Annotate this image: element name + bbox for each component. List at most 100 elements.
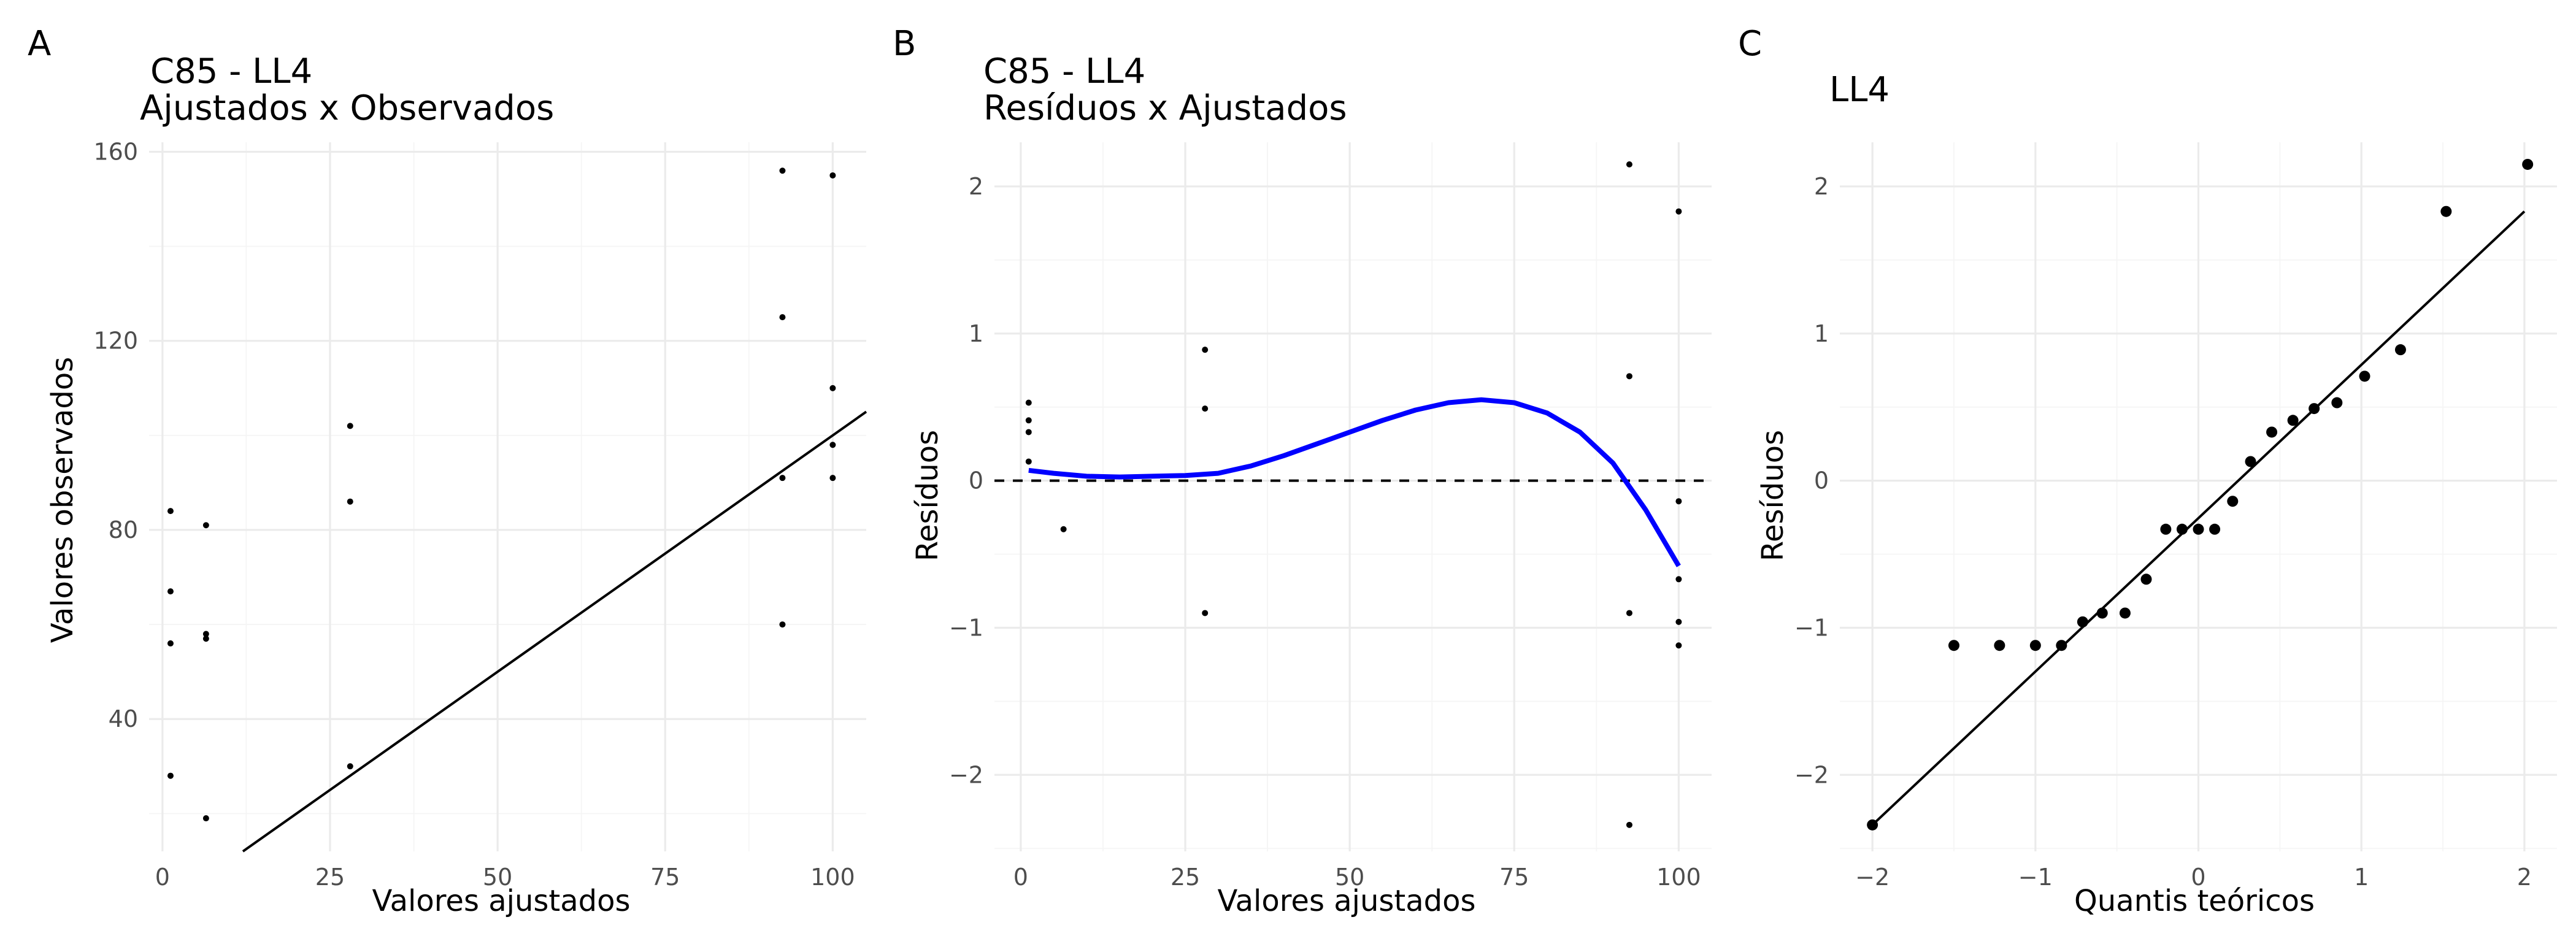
panel-b-point-12 bbox=[1675, 208, 1682, 215]
panel-b-point-8 bbox=[1626, 161, 1632, 167]
panel-b-point-13 bbox=[1675, 498, 1682, 505]
panel-b-point-6 bbox=[1202, 405, 1209, 412]
panel-c-point-12 bbox=[2209, 523, 2221, 535]
panel-a-point-18 bbox=[829, 475, 836, 482]
panel-c-point-1 bbox=[1948, 640, 1959, 651]
panel-a-y-tick-label-3: 160 bbox=[93, 138, 138, 165]
panel-c-point-20 bbox=[2394, 344, 2406, 356]
panel-b-point-7 bbox=[1202, 610, 1209, 616]
panel-a-grid bbox=[149, 142, 866, 851]
panel-a-point-14 bbox=[779, 621, 786, 628]
panel-a-point-3 bbox=[167, 772, 174, 779]
panel-a-y-tick-label-1: 80 bbox=[109, 516, 138, 543]
panel-c-point-15 bbox=[2266, 426, 2278, 438]
panel-a-point-13 bbox=[779, 475, 786, 482]
panel-b-point-3 bbox=[1025, 458, 1032, 465]
panel-b-point-14 bbox=[1675, 576, 1682, 583]
panel-a-point-12 bbox=[779, 314, 786, 321]
panel-b-point-11 bbox=[1626, 821, 1632, 828]
panel-b-point-15 bbox=[1675, 618, 1682, 625]
panel-a-identity-line bbox=[242, 410, 867, 853]
panel-a-y-tick-label-0: 40 bbox=[109, 705, 138, 732]
panel-a-point-15 bbox=[829, 172, 836, 178]
panel-tag-a: A bbox=[28, 24, 51, 64]
panel-b-x-axis-title: Valores ajustados bbox=[1218, 884, 1476, 918]
panel-c-y-tick-label-2: 0 bbox=[1814, 467, 1829, 494]
panel-c-x-axis-title: Quantis teóricos bbox=[2074, 884, 2315, 918]
panel-c-y-axis-title: Resíduos bbox=[1756, 430, 1790, 561]
panel-a-x-tick-label-1: 25 bbox=[315, 864, 345, 891]
panel-b-x-tick-label-3: 75 bbox=[1499, 864, 1529, 891]
panel-b-grid bbox=[994, 142, 1712, 851]
panel-a-point-11 bbox=[779, 167, 786, 174]
panel-c-y-tick-label-1: −1 bbox=[1794, 614, 1829, 641]
panel-c-grid bbox=[1840, 142, 2557, 851]
panel-b-x-tick-label-1: 25 bbox=[1171, 864, 1200, 891]
panel-b-point-1 bbox=[1025, 417, 1032, 424]
panel-c-point-2 bbox=[1994, 640, 2005, 651]
panel-a-point-16 bbox=[829, 385, 836, 391]
panel-c-point-8 bbox=[2140, 574, 2152, 585]
panel-b-title-line2: Resíduos x Ajustados bbox=[983, 88, 1347, 128]
panel-b: B C85 - LL4 Resíduos x Ajustados 0 25 50 75… bbox=[893, 24, 1712, 918]
panel-a-point-6 bbox=[202, 635, 209, 642]
panel-c-title: LL4 bbox=[1829, 70, 1890, 110]
panel-c-point-11 bbox=[2193, 523, 2204, 535]
panel-c: C LL4 −2 −1 0 1 2 −2 −1 0 1 2 Quantis teóricos Re… bbox=[1738, 24, 2557, 918]
panel-a-y-tick-label-2: 120 bbox=[93, 328, 138, 355]
panel-c-qq-line bbox=[1871, 210, 2526, 826]
panel-tag-b: B bbox=[893, 24, 916, 64]
panel-a-title-line2: Ajustados x Observados bbox=[140, 88, 554, 128]
panel-c-point-17 bbox=[2309, 403, 2320, 415]
panel-c-y-tick-label-4: 2 bbox=[1814, 173, 1829, 200]
panel-b-point-0 bbox=[1025, 399, 1032, 406]
panel-b-x-tick-label-0: 0 bbox=[1013, 864, 1028, 891]
panel-c-x-tick-label-2: 0 bbox=[2191, 864, 2205, 891]
panel-c-point-7 bbox=[2119, 607, 2131, 619]
panel-a-point-0 bbox=[167, 508, 174, 515]
panel-b-x-tick-label-2: 50 bbox=[1335, 864, 1364, 891]
panel-tag-c: C bbox=[1738, 24, 1762, 64]
panel-c-ticks: −2 −1 0 1 2 −2 −1 0 1 2 bbox=[1794, 173, 2532, 891]
panel-b-title-line1: C85 - LL4 bbox=[983, 52, 1145, 91]
panel-b-point-10 bbox=[1626, 610, 1632, 616]
panel-b-y-tick-label-4: 2 bbox=[969, 173, 983, 200]
panel-c-point-18 bbox=[2331, 397, 2343, 409]
panel-b-y-tick-label-3: 1 bbox=[969, 320, 983, 347]
panel-a-point-5 bbox=[202, 631, 209, 637]
panel-a-point-7 bbox=[202, 815, 209, 822]
panel-c-marks bbox=[1867, 158, 2534, 831]
panel-c-point-14 bbox=[2245, 456, 2256, 467]
panel-c-y-tick-label-3: 1 bbox=[1814, 320, 1829, 347]
panel-c-point-16 bbox=[2287, 415, 2299, 426]
panel-a-x-tick-label-4: 100 bbox=[810, 864, 855, 891]
panel-a-point-17 bbox=[829, 442, 836, 448]
panel-a-marks bbox=[167, 167, 867, 853]
panel-a-title-line1: C85 - LL4 bbox=[150, 52, 312, 91]
panel-c-point-22 bbox=[2522, 158, 2534, 170]
panel-c-point-6 bbox=[2096, 607, 2108, 619]
panel-b-point-5 bbox=[1202, 347, 1209, 353]
panel-a-point-8 bbox=[347, 423, 353, 429]
panel-c-y-tick-label-0: −2 bbox=[1794, 761, 1829, 788]
panel-c-point-19 bbox=[2359, 370, 2370, 382]
panel-b-ticks: 0 25 50 75 100 −2 −1 0 1 2 bbox=[949, 173, 1701, 891]
panel-a-ticks: 0 25 50 75 100 40 80 120 160 bbox=[93, 138, 855, 891]
panel-b-point-9 bbox=[1626, 373, 1632, 380]
panel-b-x-tick-label-4: 100 bbox=[1656, 864, 1701, 891]
panel-b-point-4 bbox=[1060, 526, 1067, 532]
panel-c-point-13 bbox=[2227, 496, 2239, 507]
panel-a-point-1 bbox=[167, 588, 174, 595]
panel-b-y-axis-title: Resíduos bbox=[910, 430, 945, 561]
panel-c-x-tick-label-0: −2 bbox=[1855, 864, 1890, 891]
panel-b-point-2 bbox=[1025, 429, 1032, 436]
panel-b-y-tick-label-0: −2 bbox=[949, 761, 983, 788]
panel-b-marks bbox=[994, 161, 1712, 828]
panel-b-y-tick-label-1: −1 bbox=[949, 614, 983, 641]
panel-c-x-tick-label-3: 1 bbox=[2354, 864, 2369, 891]
panel-a: A C85 - LL4 Ajustados x Observados 0 25 50… bbox=[28, 24, 867, 918]
panel-c-point-3 bbox=[2029, 640, 2041, 651]
panel-a-point-2 bbox=[167, 640, 174, 647]
panel-c-point-10 bbox=[2176, 523, 2188, 535]
